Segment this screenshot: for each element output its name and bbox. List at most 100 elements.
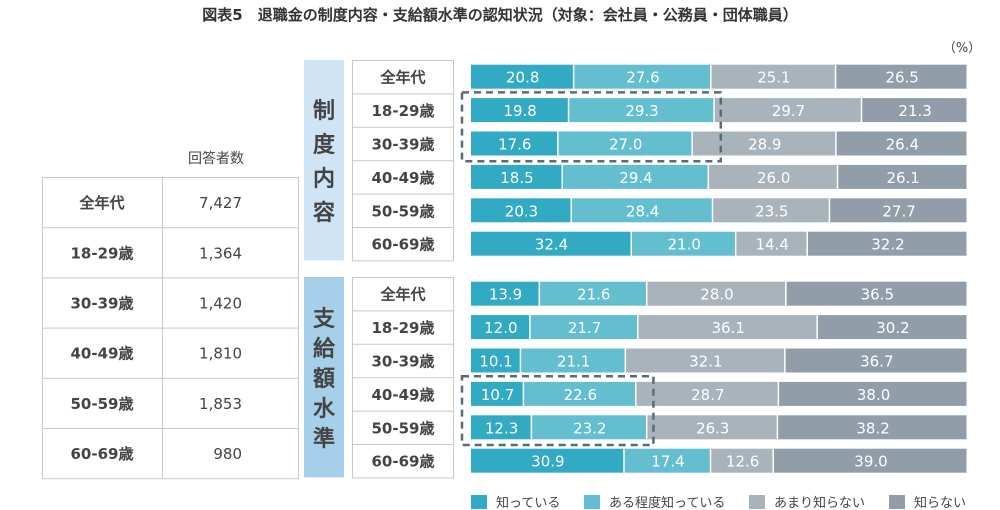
data-label: 29.3 — [625, 102, 658, 120]
data-label: 21.0 — [668, 236, 701, 254]
bar-segment — [785, 348, 967, 373]
data-label: 29.7 — [772, 102, 805, 120]
data-label: 21.3 — [898, 102, 931, 120]
data-label: 28.9 — [748, 136, 781, 154]
bar-segment — [558, 131, 692, 156]
data-label: 36.1 — [711, 319, 744, 337]
group-label-box — [304, 277, 344, 478]
bar-segment — [471, 315, 530, 340]
data-label: 13.9 — [489, 286, 522, 304]
data-label: 19.8 — [503, 102, 536, 120]
bar-segment — [471, 415, 531, 440]
table-row-label: 60-69歳 — [71, 445, 134, 463]
group-label-char: 準 — [313, 426, 335, 452]
group-label-char: 度 — [313, 132, 336, 158]
row-label: 18-29歳 — [372, 319, 435, 337]
data-label: 23.5 — [755, 202, 788, 220]
data-label: 28.4 — [626, 202, 659, 220]
table-row-value: 1,853 — [199, 395, 242, 413]
legend-label: 知っている — [496, 495, 560, 510]
bar-segment — [521, 348, 625, 373]
bar-segment — [471, 281, 539, 306]
data-label: 21.6 — [577, 286, 610, 304]
legend-label: あまり知らない — [774, 495, 865, 510]
row-label: 40-49歳 — [372, 386, 435, 404]
data-label: 36.5 — [861, 286, 894, 304]
bar-segment — [574, 64, 711, 89]
bar-segment — [736, 231, 807, 256]
bar-segment — [471, 448, 624, 473]
bar-segment — [471, 131, 558, 156]
legend-swatch — [889, 495, 905, 509]
bar-segment — [773, 448, 967, 473]
data-label: 12.6 — [726, 453, 759, 471]
data-label: 28.7 — [691, 386, 724, 404]
data-label: 26.3 — [696, 419, 729, 437]
chart-title: 図表5 退職金の制度内容・支給額水準の認知状況（対象：会社員・公務員・団体職員） — [202, 6, 797, 24]
data-label: 32.2 — [871, 236, 904, 254]
row-label: 50-59歳 — [372, 419, 435, 437]
bar-segment — [807, 231, 967, 256]
table-row-value: 1,420 — [199, 295, 242, 313]
legend-swatch — [749, 495, 765, 509]
data-label: 27.6 — [626, 69, 659, 87]
legend-label: 知らない — [914, 495, 966, 510]
table-row-value: 1,810 — [199, 345, 242, 363]
bar-segment — [471, 198, 571, 223]
data-label: 14.4 — [755, 236, 788, 254]
bar-segment — [524, 381, 636, 406]
bar-segment — [647, 281, 786, 306]
bar-segment — [638, 315, 817, 340]
data-label: 38.0 — [857, 386, 890, 404]
legend-swatch — [584, 495, 600, 509]
bar-segment — [714, 98, 861, 123]
data-label: 17.4 — [651, 453, 684, 471]
data-label: 21.7 — [568, 319, 601, 337]
bar-segment — [471, 64, 573, 89]
data-label: 25.1 — [757, 69, 790, 87]
bar-segment — [838, 164, 967, 189]
bar-segment — [569, 98, 714, 123]
group-label-char: 給 — [313, 336, 336, 362]
data-label: 36.7 — [860, 353, 893, 371]
bar-segment — [830, 198, 967, 223]
bar-segment — [779, 381, 967, 406]
data-label: 10.7 — [481, 386, 514, 404]
bar-segment — [817, 315, 967, 340]
data-label: 26.1 — [886, 169, 919, 187]
data-label: 32.4 — [535, 236, 568, 254]
data-label: 12.3 — [485, 419, 518, 437]
row-label: 60-69歳 — [372, 453, 435, 471]
data-label: 29.4 — [619, 169, 652, 187]
bar-segment — [862, 98, 967, 123]
legend-swatch — [471, 495, 487, 509]
data-label: 10.1 — [479, 353, 512, 371]
bar-segment — [647, 415, 777, 440]
data-label: 23.2 — [573, 419, 606, 437]
row-label: 全年代 — [379, 69, 425, 87]
data-label: 26.0 — [757, 169, 790, 187]
data-label: 30.2 — [876, 319, 909, 337]
bar-segment — [540, 281, 646, 306]
data-label: 30.9 — [531, 453, 564, 471]
table-row-value: 1,364 — [199, 244, 242, 262]
bar-segment — [692, 131, 836, 156]
bar-segment — [836, 131, 967, 156]
row-label: 60-69歳 — [372, 236, 435, 254]
bar-segment — [471, 381, 523, 406]
bar-segment — [471, 98, 568, 123]
table-row-label: 50-59歳 — [71, 395, 134, 413]
data-label: 26.5 — [885, 69, 918, 87]
bar-segment — [786, 281, 967, 306]
table-row-label: 40-49歳 — [71, 345, 134, 363]
group-label-char: 内 — [313, 167, 335, 192]
bar-segment — [626, 348, 785, 373]
row-label: 30-39歳 — [372, 353, 435, 371]
data-label: 27.7 — [882, 202, 915, 220]
bar-segment — [471, 348, 520, 373]
table-row-label: 30-39歳 — [71, 295, 134, 313]
data-label: 27.0 — [609, 136, 642, 154]
bar-segment — [632, 231, 735, 256]
